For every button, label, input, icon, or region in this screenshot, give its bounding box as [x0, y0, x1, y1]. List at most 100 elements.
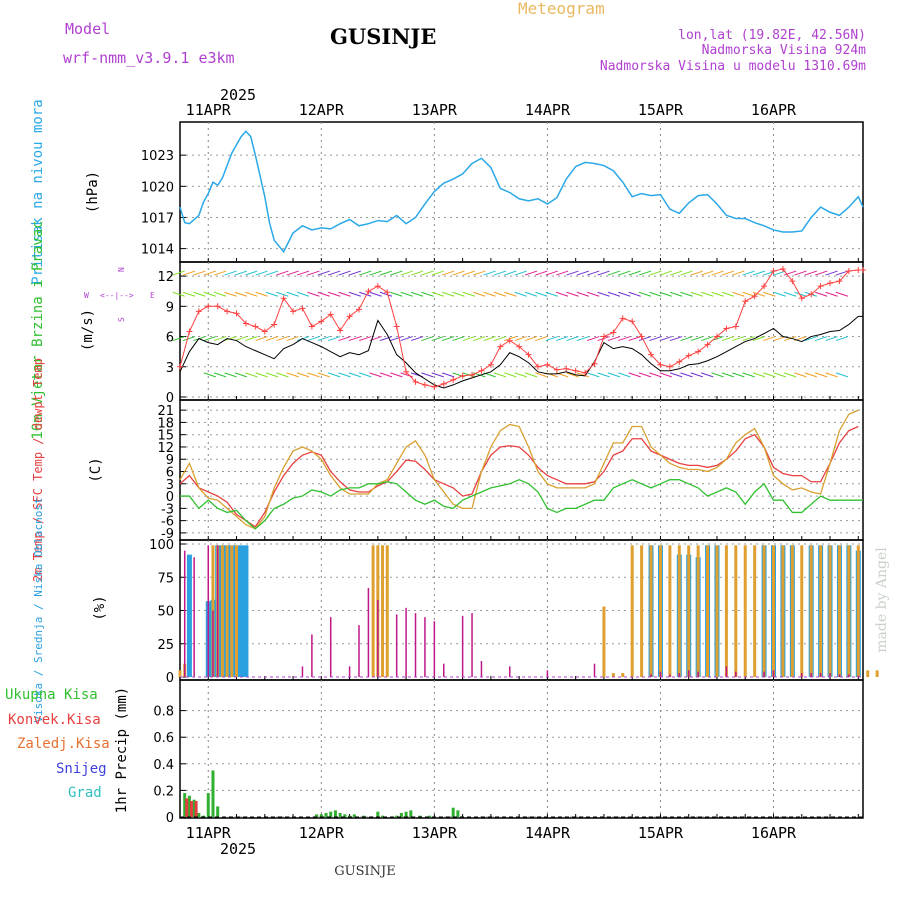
- cloud-mid-bar: [668, 545, 672, 677]
- wind-arrow: [773, 372, 786, 378]
- cloud-mid-bar: [230, 545, 234, 677]
- precip-total-bar: [409, 810, 413, 817]
- wind-arrow: [535, 336, 548, 342]
- wind-arrow: [462, 291, 476, 297]
- wind-arrow: [193, 291, 206, 297]
- wind-arrow: [649, 336, 662, 342]
- station-title: GUSINJE: [330, 24, 436, 49]
- precip-total-bar: [187, 795, 191, 817]
- altitude-label: Nadmorska Visina 924m: [702, 43, 867, 58]
- wind-gust-marker: [742, 298, 749, 305]
- wind-panel: 0 3 6 9 12: [157, 261, 866, 406]
- wind-arrow: [369, 291, 382, 297]
- precip-total-bar: [324, 813, 328, 817]
- wind-gust-marker: [308, 323, 315, 330]
- wind-arrow: [224, 270, 237, 276]
- wind-arrow: [421, 270, 434, 276]
- wind-gust-marker: [261, 328, 268, 335]
- wind-arrow: [441, 372, 455, 378]
- wind-gust-marker: [497, 343, 504, 350]
- wind-arrow: [804, 372, 817, 378]
- cloud-mid-bar: [856, 545, 860, 677]
- wind-arrow: [193, 373, 205, 377]
- wind-gust-marker: [374, 283, 381, 290]
- wind-arrow: [286, 291, 299, 297]
- pressure-line: [179, 130, 864, 254]
- precip-legend: Ukupna Kisa Konvek.Kisa Zaledj.Kisa Snijeg G…: [5, 687, 110, 801]
- wind-arrow: [825, 270, 838, 276]
- wind-gust-marker: [534, 363, 541, 370]
- y-tick-label: -9: [161, 527, 174, 542]
- top-day-label: 15APR: [638, 101, 684, 119]
- precip-total-bar: [319, 814, 323, 817]
- cloud-low-bar: [471, 613, 473, 677]
- wind-arrow: [182, 291, 196, 297]
- cloud-mid-bar: [866, 670, 870, 677]
- y-tick-label: 12: [157, 441, 174, 456]
- wind-arrow: [701, 336, 714, 342]
- wind-gust-marker: [412, 378, 419, 385]
- wind-arrow: [763, 336, 776, 342]
- wind-arrow: [711, 372, 724, 378]
- wind-arrow: [763, 291, 776, 297]
- wind-gust-marker: [619, 315, 626, 322]
- wind-gust-marker: [393, 323, 400, 330]
- cloud-low-bar: [367, 587, 370, 677]
- y-tick-label: 0: [166, 391, 174, 406]
- meteogram-title: Meteogram: [518, 0, 605, 18]
- y-tick-label: 15: [157, 429, 174, 444]
- cloud-low-bar: [414, 613, 417, 677]
- cloud-low-bar: [377, 599, 379, 677]
- cloud-mid-bar: [800, 545, 804, 677]
- wind-gust-marker: [506, 337, 513, 344]
- wind-arrow: [815, 336, 828, 342]
- wind-arrow: [514, 291, 527, 297]
- y-tick-label: 9: [166, 300, 174, 315]
- wind-arrow: [690, 336, 704, 342]
- cloud-mid-bar: [875, 670, 879, 677]
- wind-arrow: [317, 291, 330, 297]
- wind-arrow: [721, 291, 735, 297]
- wind-gust-marker: [233, 310, 240, 317]
- cloud-low-bar: [810, 673, 812, 677]
- wind-arrow: [390, 291, 403, 297]
- wind-gust-marker: [695, 348, 702, 355]
- wind-gust-marker: [299, 305, 306, 312]
- precip-convective-bar: [194, 801, 198, 817]
- cloud-mid-bar: [640, 545, 644, 677]
- wind-arrow: [182, 336, 196, 342]
- wind-arrow: [607, 291, 621, 297]
- wind-gust-line: [179, 268, 863, 388]
- wind-title: 10m Vjetar Brzina i Pravac: [30, 220, 46, 439]
- wind-arrow: [690, 270, 704, 276]
- precip-total-bar: [216, 806, 220, 817]
- wind-gust-marker: [648, 351, 655, 358]
- wind-gust-marker: [553, 366, 560, 373]
- wind-arrow: [524, 270, 538, 276]
- wind-arrow: [669, 291, 683, 297]
- wind-arrow: [587, 270, 600, 276]
- wind-arrow: [296, 270, 310, 276]
- precip-total-bar: [197, 813, 201, 817]
- wind-arrow: [462, 336, 476, 342]
- wind-arrow: [421, 372, 434, 378]
- wind-arrow: [669, 336, 683, 342]
- wind-arrow: [369, 270, 382, 276]
- wind-arrow: [566, 270, 579, 276]
- wind-arrow: [607, 372, 621, 378]
- wind-arrow: [514, 372, 527, 378]
- wind-arrow: [566, 372, 579, 378]
- precip-total-bar: [202, 815, 206, 817]
- cloud-mid-bar: [621, 673, 625, 677]
- wind-gust-marker: [205, 303, 212, 310]
- wind-arrow: [794, 372, 807, 378]
- wind-arrow: [224, 372, 237, 378]
- compass-arrow: <--|-->: [100, 291, 134, 300]
- wind-arrow: [214, 336, 227, 342]
- precip-total-bar: [362, 815, 366, 817]
- wind-arrow: [701, 270, 714, 276]
- wind-arrow: [587, 336, 600, 342]
- wind-arrow: [732, 336, 745, 342]
- wind-arrow: [265, 291, 279, 297]
- y-tick-label: 9: [166, 453, 174, 468]
